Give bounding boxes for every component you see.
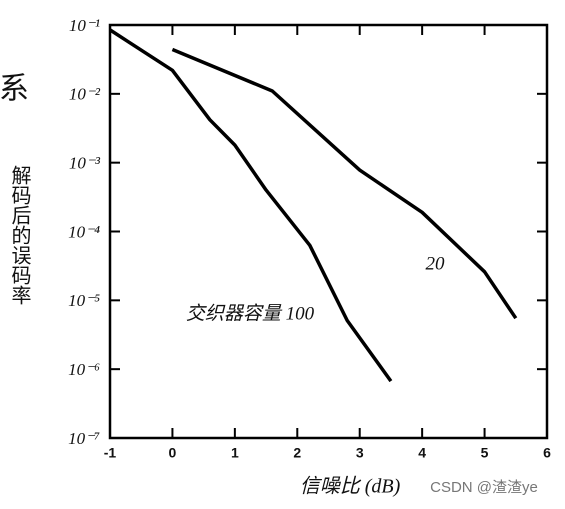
x-axis-label: 信噪比 (dB) [300, 476, 401, 498]
x-tick-label: 5 [481, 445, 489, 461]
x-tick-label: 1 [231, 445, 239, 461]
y-tick-label: 10⁻¹ [69, 16, 100, 35]
y-tick-label: 10⁻⁴ [68, 222, 100, 241]
x-tick-label: 4 [418, 445, 426, 461]
plot-frame [108, 23, 549, 440]
x-tick-label: -1 [104, 445, 117, 461]
series-label: 20 [426, 253, 446, 274]
y-tick-label: 10⁻⁷ [68, 429, 100, 448]
y-tick-label: 10⁻⁶ [68, 360, 100, 379]
series-line [171, 47, 518, 320]
y-tick-label: 10⁻³ [69, 154, 101, 173]
x-tick-label: 2 [293, 445, 301, 461]
x-tick-label: 3 [356, 445, 364, 461]
y-tick-label: 10⁻⁵ [68, 291, 100, 310]
title-fragment: 系 [0, 72, 29, 107]
y-tick-label: 10⁻² [69, 85, 101, 104]
y-axis-label: 解码后的误码率 [8, 165, 32, 305]
series-label: 交织器容量 100 [186, 302, 315, 324]
series-line [109, 28, 393, 383]
watermark: CSDN @渣渣ye [430, 479, 538, 496]
x-tick-label: 6 [543, 445, 551, 461]
x-tick-label: 0 [169, 445, 177, 461]
